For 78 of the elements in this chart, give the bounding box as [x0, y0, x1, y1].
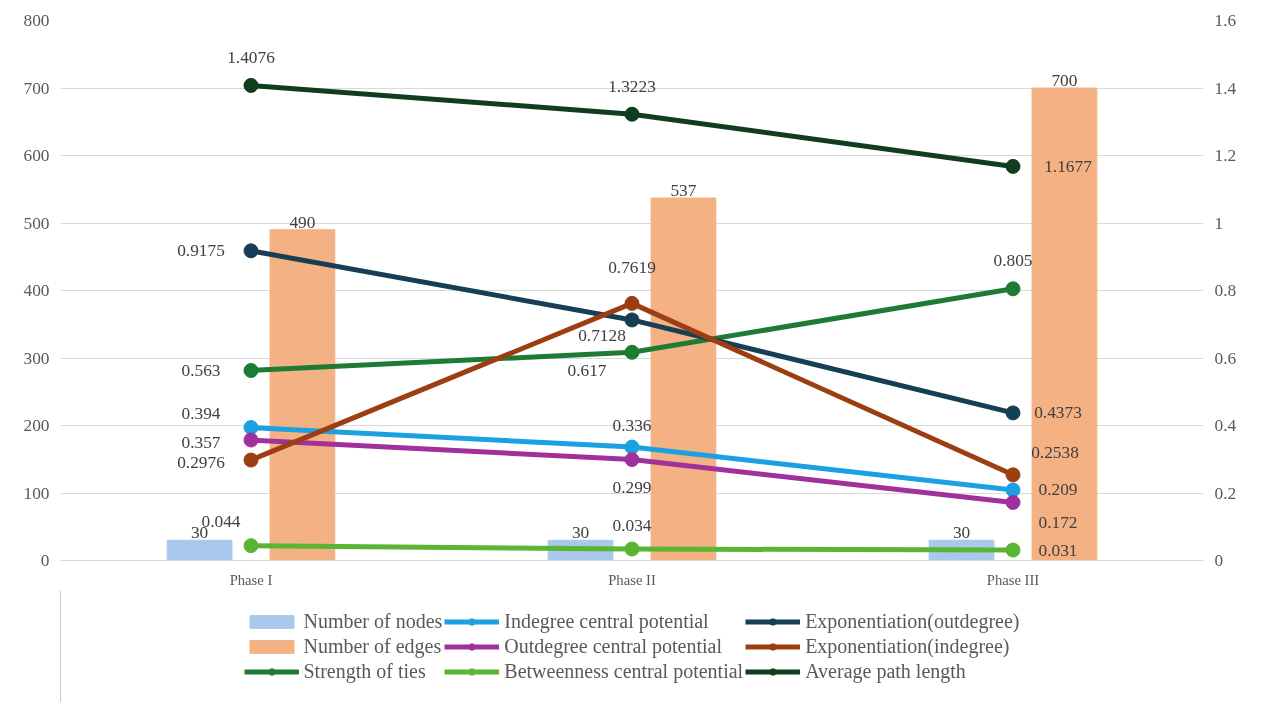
data-label: 0.9175	[177, 241, 225, 261]
data-label: 30	[952, 523, 971, 543]
legend-label: Average path length	[805, 659, 966, 683]
point	[243, 420, 259, 436]
y2-tick-label: 1.2	[1214, 146, 1237, 165]
point	[624, 344, 640, 360]
point	[624, 439, 640, 455]
data-label: 0.034	[612, 515, 652, 535]
data-label: 0.2976	[177, 452, 226, 472]
data-label: 0.805	[993, 251, 1033, 271]
data-label: 0.563	[181, 360, 221, 380]
y2-tick-label: 1	[1214, 213, 1224, 233]
point	[1005, 281, 1021, 297]
y2-tick-label: 0.8	[1214, 281, 1237, 300]
data-label: 0.4373	[1034, 403, 1082, 423]
point	[1005, 482, 1021, 498]
y-tick-label: 300	[23, 348, 50, 368]
bar	[166, 539, 233, 561]
point	[1005, 542, 1021, 558]
point	[243, 538, 259, 554]
y2-tick-label: 0	[1214, 551, 1224, 570]
y2-tick-label: 0.6	[1214, 348, 1237, 368]
legend-label: Strength of ties	[303, 659, 426, 683]
point	[243, 243, 259, 259]
legend-label: Number of edges	[303, 634, 442, 658]
y-tick-label: 600	[23, 146, 50, 165]
y-tick-label: 500	[23, 213, 50, 233]
y-tick-label: 700	[23, 78, 50, 98]
data-label: 0.2538	[1031, 443, 1079, 463]
y2-tick-label: 0.4	[1214, 416, 1237, 435]
point	[243, 432, 259, 448]
data-label: 0.357	[181, 432, 221, 452]
point	[243, 452, 259, 468]
point	[243, 77, 259, 93]
point	[1005, 494, 1021, 510]
x-tick-label: Phase II	[608, 571, 656, 588]
point	[624, 295, 640, 311]
point	[1005, 158, 1021, 174]
point	[1005, 467, 1021, 483]
point	[624, 541, 640, 557]
legend-label: Exponentiation(outdegree)	[805, 609, 1020, 633]
data-label: 0.617	[567, 360, 607, 380]
legend-label: Betweenness central potential	[504, 659, 744, 683]
data-label: 537	[670, 181, 697, 201]
y-tick-label: 800	[23, 11, 50, 30]
legend-label: Exponentiation(indegree)	[805, 634, 1010, 658]
bar	[1031, 87, 1098, 561]
data-label: 490	[289, 212, 316, 232]
x-tick-label: Phase I	[229, 571, 273, 588]
point	[624, 312, 640, 328]
y-tick-label: 200	[23, 416, 50, 435]
data-label: 0.394	[181, 404, 221, 424]
data-label: 1.4076	[227, 47, 276, 67]
data-label: 1.1677	[1044, 156, 1093, 176]
legend-label: Outdegree central potential	[504, 634, 723, 658]
y2-tick-label: 1.4	[1214, 78, 1237, 98]
data-label: 1.3223	[608, 76, 656, 96]
y2-tick-label: 1.6	[1214, 11, 1237, 30]
data-label: 30	[571, 523, 590, 543]
bar	[269, 229, 336, 561]
point	[624, 106, 640, 122]
data-label: 700	[1051, 71, 1078, 90]
data-label: 0.172	[1038, 512, 1078, 532]
legend-label: Number of nodes	[303, 609, 443, 633]
point	[243, 363, 259, 378]
data-label: 0.209	[1038, 480, 1078, 500]
data-label: 0.7128	[578, 326, 626, 346]
data-label: 0.336	[612, 415, 652, 435]
y-tick-label: 0	[40, 551, 50, 570]
y-tick-label: 400	[23, 281, 50, 300]
y-tick-label: 100	[23, 483, 50, 503]
point	[1005, 405, 1021, 421]
data-label: 0.031	[1038, 540, 1078, 560]
legend-label: Indegree central potential	[504, 609, 709, 633]
x-tick-label: Phase III	[986, 571, 1040, 588]
point	[624, 452, 640, 468]
data-label: 0.299	[612, 478, 652, 498]
y2-tick-label: 0.2	[1214, 483, 1237, 503]
